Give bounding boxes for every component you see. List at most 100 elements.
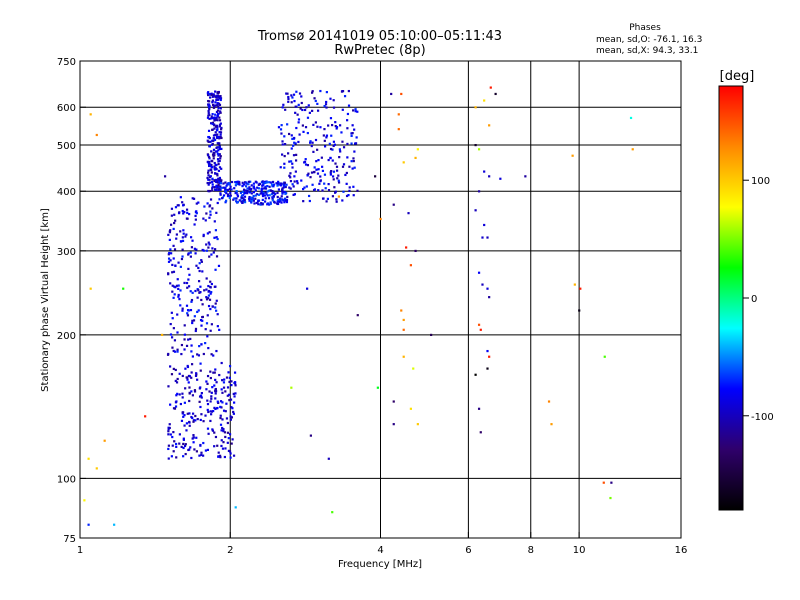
echo-point bbox=[345, 182, 348, 185]
echo-point bbox=[207, 294, 211, 297]
echo-point bbox=[229, 191, 232, 194]
echo-point bbox=[228, 380, 231, 384]
echo-point bbox=[207, 284, 210, 288]
echo-point bbox=[259, 203, 262, 206]
echo-point bbox=[252, 194, 255, 198]
scatter-point bbox=[416, 148, 419, 151]
echo-point bbox=[273, 201, 276, 204]
echo-point bbox=[263, 200, 267, 203]
echo-point bbox=[300, 101, 303, 105]
scatter-point bbox=[402, 328, 405, 331]
echo-point bbox=[209, 419, 212, 423]
echo-point bbox=[226, 194, 230, 198]
echo-point bbox=[214, 172, 217, 175]
echo-point bbox=[266, 194, 269, 197]
scatter-point bbox=[390, 92, 393, 96]
echo-point bbox=[309, 141, 312, 144]
echo-point bbox=[227, 371, 230, 374]
echo-point bbox=[250, 201, 253, 204]
echo-point bbox=[210, 323, 213, 326]
echo-point bbox=[213, 138, 217, 141]
scatter-point bbox=[477, 407, 481, 410]
echo-point bbox=[217, 149, 220, 152]
echo-point bbox=[246, 187, 249, 190]
y-tick-label: 75 bbox=[63, 534, 76, 545]
echo-point bbox=[202, 233, 205, 236]
echo-point bbox=[187, 267, 190, 271]
scatter-point bbox=[376, 386, 379, 389]
echo-point bbox=[212, 371, 215, 374]
scatter-point bbox=[400, 92, 403, 96]
echo-point bbox=[316, 172, 320, 175]
echo-point bbox=[222, 386, 226, 389]
echo-point bbox=[190, 298, 194, 302]
echo-point bbox=[210, 413, 213, 416]
echo-point bbox=[248, 195, 251, 199]
echo-point bbox=[241, 201, 244, 204]
echo-point bbox=[206, 314, 209, 317]
chart-title: Tromsø 20141019 05:10:00–05:11:43 bbox=[257, 29, 502, 44]
echo-point bbox=[198, 345, 201, 348]
echo-point bbox=[282, 103, 285, 106]
echo-point bbox=[183, 414, 186, 417]
echo-point bbox=[193, 247, 196, 250]
echo-point bbox=[174, 442, 178, 446]
echo-point bbox=[208, 103, 211, 106]
echo-point bbox=[188, 375, 191, 378]
echo-point bbox=[238, 183, 241, 186]
echo-point bbox=[337, 181, 341, 184]
echo-point bbox=[206, 382, 209, 385]
echo-point bbox=[252, 182, 255, 185]
echo-point bbox=[230, 180, 234, 184]
echo-point bbox=[347, 89, 350, 93]
data-points bbox=[83, 86, 634, 526]
echo-point bbox=[214, 302, 217, 305]
echo-point bbox=[179, 265, 182, 268]
echo-point bbox=[209, 280, 212, 283]
echo-point bbox=[224, 447, 227, 450]
echo-point bbox=[171, 263, 174, 267]
echo-point bbox=[185, 376, 188, 379]
echo-point bbox=[182, 455, 185, 458]
echo-point bbox=[182, 446, 185, 450]
echo-point bbox=[214, 90, 217, 93]
echo-point bbox=[342, 190, 345, 193]
echo-point bbox=[240, 200, 243, 203]
echo-point bbox=[200, 413, 203, 416]
echo-point bbox=[200, 298, 203, 302]
echo-point bbox=[314, 121, 317, 124]
echo-point bbox=[203, 289, 206, 292]
echo-point bbox=[210, 282, 213, 286]
echo-point bbox=[280, 195, 283, 198]
echo-point bbox=[311, 109, 314, 112]
echo-point bbox=[347, 193, 350, 197]
echo-point bbox=[208, 105, 211, 108]
scatter-point bbox=[483, 99, 486, 102]
echo-point bbox=[178, 298, 181, 301]
echo-point bbox=[282, 186, 285, 189]
echo-point bbox=[192, 434, 195, 437]
echo-point bbox=[173, 213, 176, 216]
echo-point bbox=[291, 183, 294, 186]
echo-point bbox=[230, 416, 234, 419]
scatter-point bbox=[402, 355, 405, 358]
echo-point bbox=[225, 402, 228, 405]
echo-point bbox=[185, 304, 189, 307]
echo-point bbox=[218, 198, 221, 201]
echo-point bbox=[213, 165, 216, 168]
echo-point bbox=[353, 166, 356, 169]
colorbar-tick-label: 0 bbox=[751, 294, 757, 305]
echo-point bbox=[220, 147, 223, 151]
echo-point bbox=[219, 456, 222, 459]
echo-point bbox=[195, 372, 198, 375]
echo-point bbox=[201, 316, 204, 319]
echo-point bbox=[243, 199, 246, 202]
echo-point bbox=[175, 233, 178, 236]
echo-point bbox=[221, 379, 224, 382]
echo-point bbox=[302, 130, 305, 133]
echo-point bbox=[353, 150, 356, 153]
echo-point bbox=[204, 449, 207, 452]
echo-point bbox=[192, 419, 195, 422]
echo-point bbox=[288, 174, 291, 177]
echo-point bbox=[242, 188, 246, 191]
